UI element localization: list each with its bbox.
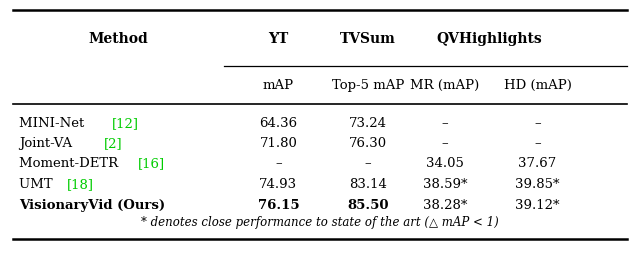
Text: –: – (365, 157, 371, 170)
Text: UMT: UMT (19, 178, 57, 191)
Text: 73.24: 73.24 (349, 117, 387, 130)
Text: –: – (534, 137, 541, 150)
Text: 34.05: 34.05 (426, 157, 464, 170)
Text: [16]: [16] (138, 157, 164, 170)
Text: 76.15: 76.15 (257, 199, 300, 212)
Text: –: – (442, 137, 448, 150)
Text: 39.12*: 39.12* (515, 199, 560, 212)
Text: TVSum: TVSum (340, 32, 396, 46)
Text: 38.28*: 38.28* (422, 199, 467, 212)
Text: QVHighlights: QVHighlights (436, 32, 543, 46)
Text: [12]: [12] (112, 117, 139, 130)
Text: YT: YT (268, 32, 289, 46)
Text: 37.67: 37.67 (518, 157, 557, 170)
Text: 76.30: 76.30 (349, 137, 387, 150)
Text: 85.50: 85.50 (348, 199, 388, 212)
Text: mAP: mAP (263, 78, 294, 92)
Text: Method: Method (88, 32, 148, 46)
Text: 64.36: 64.36 (259, 117, 298, 130)
Text: –: – (275, 157, 282, 170)
Text: 39.85*: 39.85* (515, 178, 560, 191)
Text: [2]: [2] (104, 137, 123, 150)
Text: VisionaryVid (Ours): VisionaryVid (Ours) (19, 199, 165, 212)
Text: [18]: [18] (67, 178, 94, 191)
Text: 74.93: 74.93 (259, 178, 298, 191)
Text: MINI-Net: MINI-Net (19, 117, 89, 130)
Text: 71.80: 71.80 (259, 137, 298, 150)
Text: 38.59*: 38.59* (422, 178, 467, 191)
Text: Moment-DETR: Moment-DETR (19, 157, 123, 170)
Text: Top-5 mAP: Top-5 mAP (332, 78, 404, 92)
Text: * denotes close performance to state of the art (△ mAP < 1): * denotes close performance to state of … (141, 216, 499, 229)
Text: 83.14: 83.14 (349, 178, 387, 191)
Text: MR (mAP): MR (mAP) (410, 78, 479, 92)
Text: HD (mAP): HD (mAP) (504, 78, 572, 92)
Text: –: – (442, 117, 448, 130)
Text: Joint-VA: Joint-VA (19, 137, 77, 150)
Text: –: – (534, 117, 541, 130)
